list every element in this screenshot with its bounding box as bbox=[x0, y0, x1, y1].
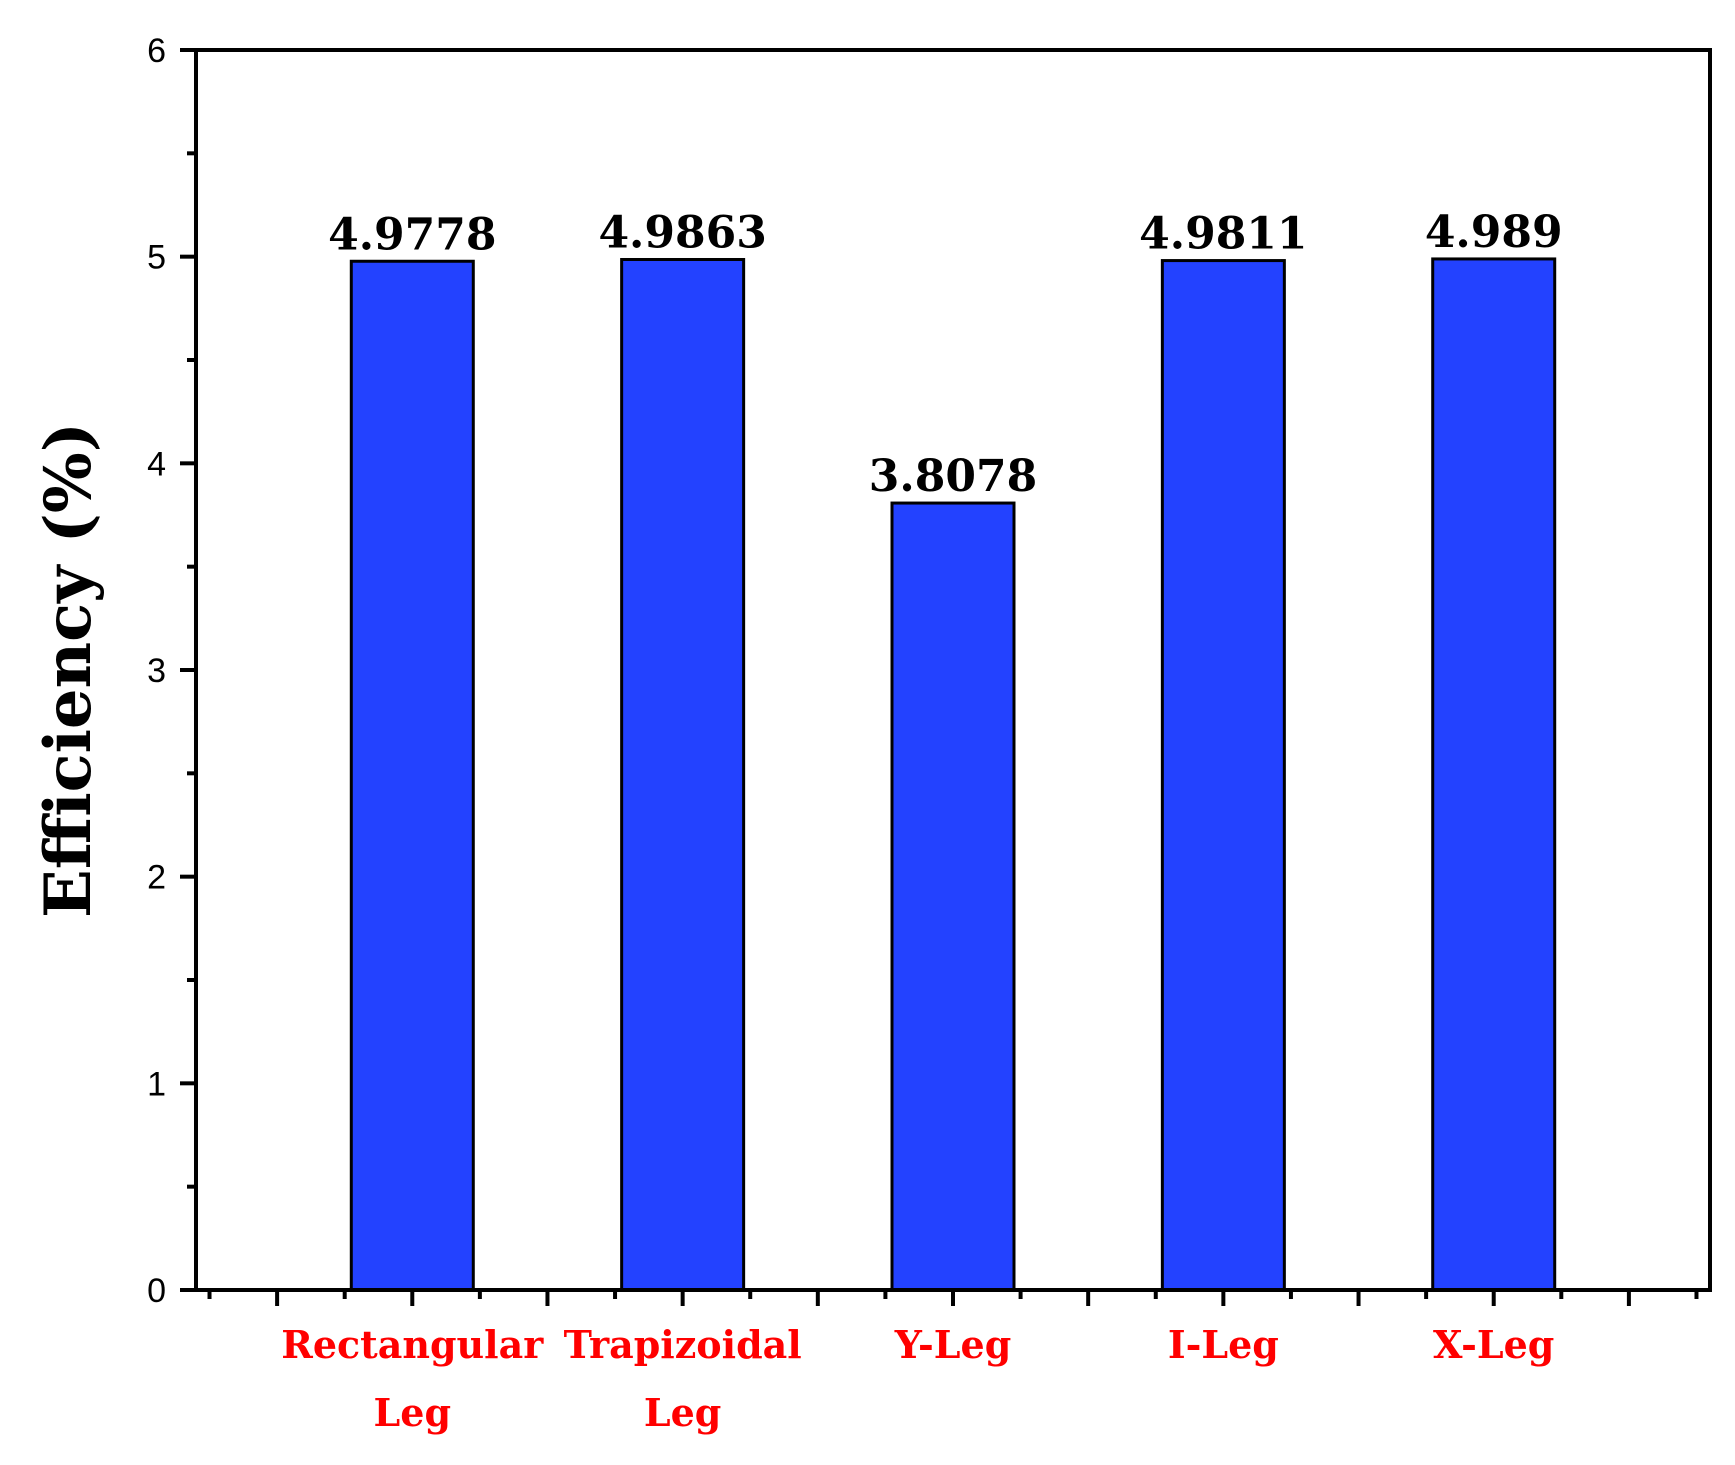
plot-frame bbox=[194, 48, 1712, 1292]
y-tick-label: 0 bbox=[147, 1272, 166, 1310]
x-category-label: Y-Leg bbox=[894, 1322, 1012, 1367]
bar bbox=[890, 501, 1016, 1292]
x-category-label: Leg bbox=[374, 1390, 451, 1435]
bar bbox=[349, 259, 475, 1292]
value-labels: 4.9778 4.9863 3.8078 4.9811 4.989 bbox=[328, 207, 1563, 502]
bar-value-label: 4.9811 bbox=[1139, 209, 1307, 260]
bar bbox=[1431, 257, 1557, 1292]
x-category-label: I-Leg bbox=[1168, 1322, 1279, 1367]
y-tick-label: 4 bbox=[147, 445, 166, 483]
x-category-label: Leg bbox=[644, 1390, 721, 1435]
y-tick-label: 3 bbox=[147, 652, 166, 690]
y-tick-label: 6 bbox=[147, 32, 166, 70]
bar bbox=[620, 257, 746, 1292]
y-tick-label: 1 bbox=[147, 1065, 166, 1103]
y-tick-label: 2 bbox=[147, 859, 166, 897]
bar-series bbox=[349, 257, 1557, 1292]
y-axis-title: Efficiency (%) bbox=[31, 422, 106, 918]
bar bbox=[1160, 259, 1286, 1292]
bar-value-label: 4.989 bbox=[1425, 207, 1563, 258]
bar-value-label: 4.9863 bbox=[598, 207, 766, 258]
y-tick-label: 5 bbox=[147, 239, 166, 277]
y-axis: 0 1 2 3 4 5 6 bbox=[147, 32, 196, 1310]
x-category-label: X-Leg bbox=[1433, 1322, 1554, 1367]
x-axis: Rectangular Leg Trapizoidal Leg Y-Leg I-Leg X-… bbox=[207, 1290, 1699, 1435]
x-category-label: Trapizoidal bbox=[564, 1322, 802, 1367]
x-category-label: Rectangular bbox=[281, 1322, 544, 1367]
bar-value-label: 4.9778 bbox=[328, 209, 496, 260]
bar-value-label: 3.8078 bbox=[869, 451, 1037, 502]
